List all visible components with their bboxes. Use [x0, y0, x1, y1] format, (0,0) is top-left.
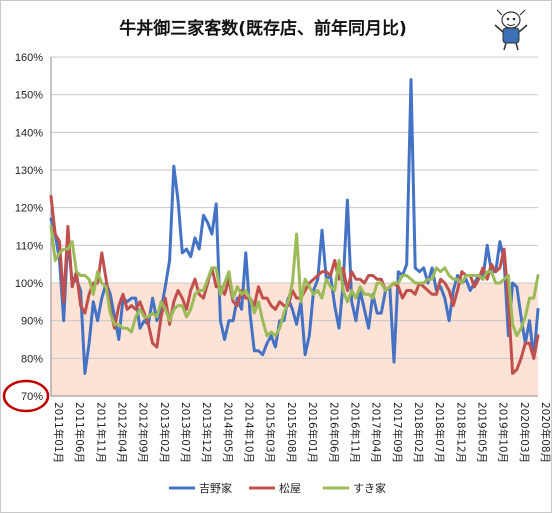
y-tick-label: 80%: [21, 353, 43, 365]
x-tick-label: 2013年12月: [200, 402, 213, 463]
y-tick-label: 160%: [15, 52, 43, 64]
y-tick-label: 100%: [15, 278, 43, 290]
y-tick-label: 130%: [15, 165, 43, 177]
x-tick-label: 2018年12月: [454, 402, 467, 463]
x-tick-label: 2019年10月: [497, 402, 510, 463]
y-tick-label: 120%: [15, 203, 43, 215]
y-tick-label: 70%: [21, 391, 43, 403]
x-tick-label: 2016年11月: [348, 402, 361, 463]
x-tick-label: 2013年07月: [179, 402, 192, 463]
x-tick-label: 2019年05月: [475, 402, 488, 463]
legend-label: すき家: [353, 481, 386, 495]
x-tick-label: 2011年06月: [73, 402, 86, 463]
y-tick-label: 110%: [16, 240, 44, 252]
highlight-circle: [2, 379, 50, 413]
x-tick-label: 2011年01月: [52, 402, 65, 463]
x-tick-label: 2020年08月: [539, 402, 552, 463]
x-tick-label: 2016年01月: [306, 402, 319, 463]
x-tick-label: 2017年09月: [391, 402, 404, 463]
x-tick-label: 2014年10月: [243, 402, 256, 463]
x-tick-label: 2014年05月: [221, 402, 234, 463]
x-tick-label: 2016年06月: [327, 402, 340, 463]
x-tick-label: 2012年09月: [137, 402, 150, 463]
x-tick-label: 2012年04月: [116, 402, 129, 463]
x-tick-label: 2018年02月: [412, 402, 425, 463]
y-tick-label: 90%: [21, 316, 43, 328]
series-line: [49, 225, 540, 338]
y-tick-label: 140%: [15, 127, 43, 139]
x-tick-label: 2013年02月: [158, 402, 171, 463]
chart-title: 牛丼御三家客数(既存店、前年同月比): [119, 18, 407, 39]
x-tick-label: 2015年03月: [264, 402, 277, 463]
mascot-character-icon: [494, 9, 528, 51]
y-tick-label: 150%: [15, 90, 43, 102]
x-tick-label: 2017年04月: [370, 402, 383, 463]
x-tick-label: 2015年08月: [285, 402, 298, 463]
x-tick-label: 2011年11月: [94, 402, 107, 463]
shaded-band: [51, 283, 538, 396]
legend-label: 松屋: [279, 481, 301, 495]
x-tick-label: 2018年07月: [433, 402, 446, 463]
legend-label: 吉野家: [199, 481, 232, 495]
x-tick-label: 2020年03月: [518, 402, 531, 463]
series-line: [49, 194, 540, 375]
